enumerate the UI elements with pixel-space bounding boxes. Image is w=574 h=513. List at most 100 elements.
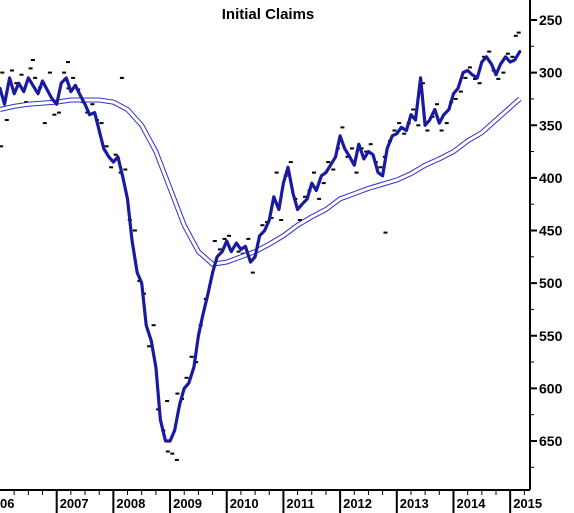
scatter-point [42, 122, 47, 125]
plot-area [0, 31, 522, 461]
scatter-point [383, 231, 388, 234]
scatter-point [28, 67, 33, 70]
scatter-point [57, 111, 61, 114]
scatter-point [174, 458, 179, 461]
scatter-point [378, 166, 383, 169]
scatter-point [0, 71, 5, 74]
scatter-point [439, 129, 444, 132]
y-axis: 250 300 350 400 450 500 550 600 650 [529, 0, 563, 490]
scatter-point [425, 129, 430, 132]
y-tick-label: 300 [539, 65, 563, 81]
scatter-point [458, 90, 463, 93]
y-tick-label: 400 [539, 170, 563, 186]
scatter-point [99, 122, 104, 125]
scatter-point [0, 145, 4, 148]
scatter-point [165, 450, 170, 453]
scatter-point [14, 82, 19, 85]
scatter-point [505, 52, 510, 55]
scatter-point [19, 73, 24, 76]
scatter-point [321, 182, 326, 185]
y-tick-label: 250 [539, 12, 563, 28]
scatter-point [467, 66, 472, 69]
scatter-point [175, 392, 180, 395]
scatter-point [33, 76, 38, 79]
scatter-point [222, 237, 227, 240]
scatter-point [274, 171, 279, 174]
scatter-point [66, 61, 70, 64]
x-tick-label: 2008 [116, 496, 145, 511]
scatter-point [260, 224, 265, 227]
scatter-point [236, 250, 241, 253]
scatter-point [52, 113, 57, 116]
scatter-point [435, 103, 439, 106]
scatter-point [269, 216, 274, 219]
scatter-point [444, 122, 449, 125]
scatter-point [9, 69, 14, 72]
scatter-point [227, 234, 231, 237]
scatter-point [402, 132, 407, 135]
scatter-point [477, 82, 482, 85]
scatter-point [453, 97, 458, 100]
scatter-point [217, 248, 222, 251]
x-axis: 06 2007 2008 2009 2010 2011 2012 2013 2014 2015 [0, 489, 542, 513]
scatter-point [62, 71, 67, 74]
x-tick-label: 2009 [173, 496, 202, 511]
scatter-point [516, 31, 521, 34]
scatter-point [416, 124, 421, 127]
scatter-point [411, 108, 416, 111]
scatter-point [279, 219, 284, 221]
y-tick-label: 600 [539, 380, 563, 396]
scatter-point [510, 55, 515, 58]
scatter-point [354, 171, 359, 174]
scatter-point [397, 122, 402, 125]
scatter-point [123, 168, 128, 171]
scatter-point [345, 155, 350, 158]
scatter-point [147, 345, 152, 348]
series-line-initial-claims [0, 50, 522, 443]
y-tick-label: 350 [539, 117, 563, 133]
scatter-point [170, 452, 175, 455]
scatter-point [501, 71, 506, 74]
x-tick-label: 2010 [230, 496, 259, 511]
scatter-point [151, 324, 156, 327]
scatter-point [132, 229, 137, 232]
scatter-point [420, 82, 425, 85]
scatter-point [212, 240, 217, 242]
x-tick-label: 2012 [343, 496, 372, 511]
scatter-point [312, 171, 316, 174]
scatter-point [317, 197, 322, 200]
scatter-point [288, 161, 293, 164]
scatter-point [364, 150, 369, 153]
x-tick-label: 2014 [457, 496, 487, 511]
scatter-point [90, 103, 95, 106]
scatter-point [246, 237, 251, 240]
scatter-point [496, 77, 501, 80]
scatter-point [463, 76, 468, 79]
scatter-point [4, 119, 9, 121]
scatter-point [119, 76, 124, 79]
scatter-point [109, 166, 114, 169]
chart-title: Initial Claims [222, 6, 315, 23]
scatter-point [47, 71, 52, 74]
band-line-inner [0, 97, 521, 266]
scatter-point [392, 129, 397, 132]
scatter-point [250, 271, 255, 274]
scatter-point [297, 219, 302, 221]
scatter-point [303, 195, 307, 198]
scatter-point [113, 153, 118, 156]
scatter-point [184, 376, 189, 379]
x-tick-label: 06 [0, 496, 14, 511]
scatter-point [331, 168, 336, 171]
y-tick-label: 550 [539, 328, 563, 344]
scatter-point [350, 147, 354, 150]
scatter-point [326, 161, 331, 164]
scatter-point [165, 400, 170, 402]
x-tick-label: 2015 [513, 496, 542, 511]
scatter-point [189, 355, 194, 358]
scatter-point [513, 34, 518, 37]
scatter-point [473, 77, 477, 80]
y-tick-label: 450 [539, 223, 563, 239]
x-tick-label: 2011 [286, 496, 314, 511]
